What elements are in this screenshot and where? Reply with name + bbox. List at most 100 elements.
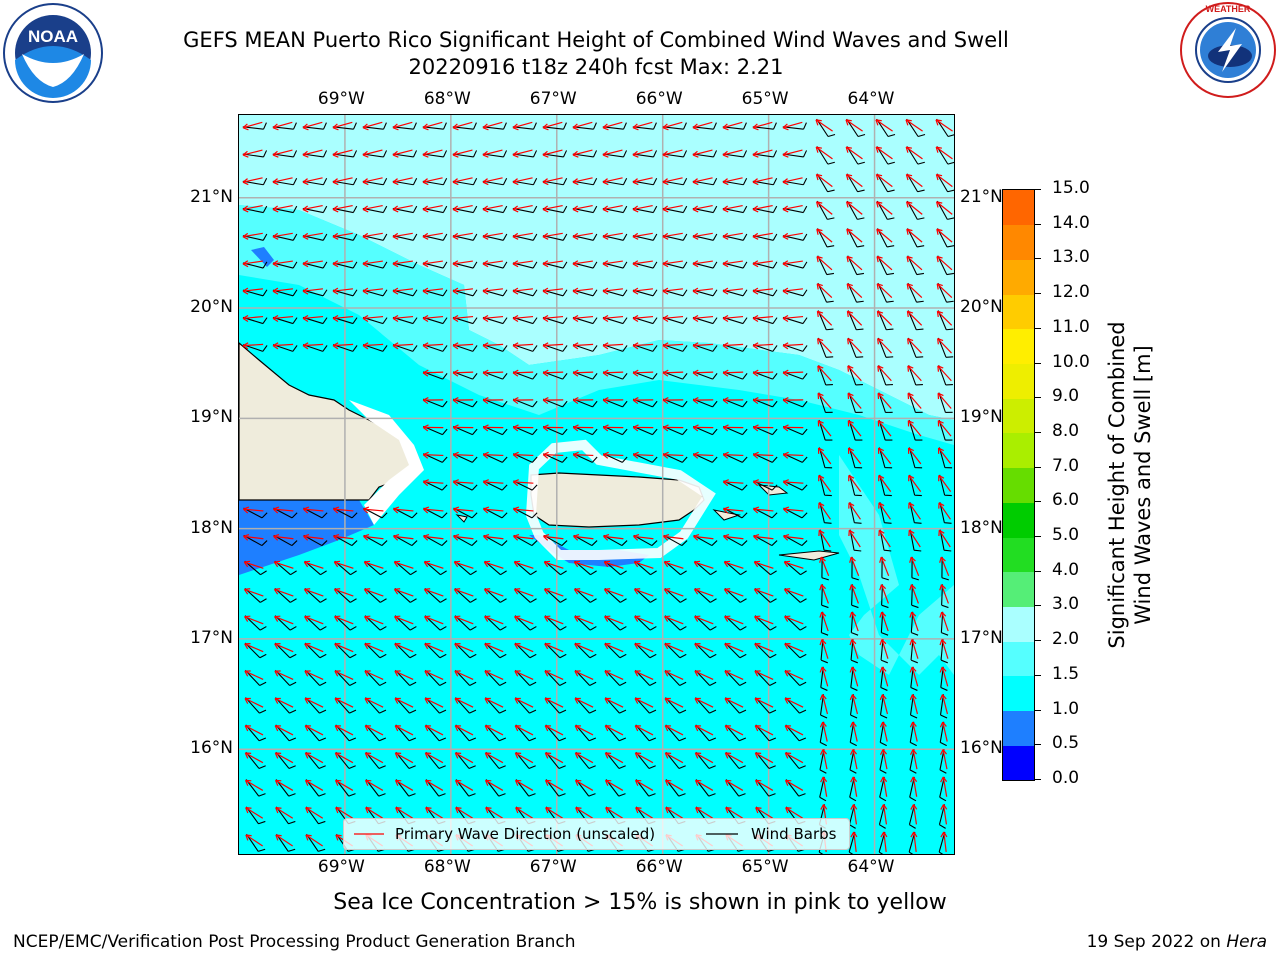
wave-arrow [722,424,748,436]
colorbar-tick [1034,258,1041,260]
colorbar-tick-label: 9.0 [1052,386,1080,407]
wave-arrow [454,642,477,659]
wave-arrow [819,666,829,691]
wave-arrow [543,560,567,576]
wave-height-field [239,115,954,854]
wave-arrow [572,260,598,269]
wave-arrow [905,173,925,193]
wave-arrow [363,587,387,603]
wave-arrow [632,121,657,131]
wave-arrow [817,392,833,414]
wave-arrow [334,669,357,686]
wave-arrow [906,255,925,276]
wave-arrow [847,419,863,441]
wave-arrow [302,314,328,325]
wave-arrow [662,369,688,380]
credit-left: NCEP/EMC/Verification Post Processing Pr… [13,932,576,952]
wave-arrow [662,204,688,214]
wave-arrow [272,149,298,158]
wave-arrow [722,314,748,325]
wave-arrow [272,260,298,269]
wave-arrow [782,232,808,241]
wave-arrow [784,615,807,631]
wave-arrow [724,615,747,631]
wave-arrow [815,200,835,220]
wave-arrow [244,697,267,714]
wave-arrow [484,724,507,742]
lat-label-right: 18°N [960,517,1003,538]
colorbar-title: Significant Height of Combined Wind Wave… [1104,321,1156,648]
wave-arrow [542,121,567,131]
wave-arrow [275,833,296,852]
wave-arrow [362,204,388,214]
wave-arrow [816,310,834,331]
wave-arrow [909,611,919,636]
wave-arrow [452,177,478,186]
wave-arrow [603,560,627,576]
wave-arrow [303,560,327,576]
colorbar-segment [1003,502,1034,538]
wave-arrow [633,533,658,547]
colorbar-segment [1003,606,1034,642]
wave-arrow [846,282,864,303]
wave-arrow [782,479,808,491]
wave-arrow [662,397,688,408]
wave-arrow [753,560,777,576]
colorbar-tick [1034,709,1041,711]
colorbar-tick [1034,744,1041,746]
wave-arrow [752,287,778,297]
wave-arrow [602,177,628,186]
wave-arrow [848,474,862,497]
colorbar-tick-label: 4.0 [1052,559,1080,580]
map-frame [238,114,955,855]
wave-arrow [815,173,835,193]
wave-arrow [482,506,508,519]
wave-arrow [754,642,777,659]
wave-arrow [544,751,566,769]
wave-arrow [694,751,716,769]
wave-arrow [482,121,507,131]
wave-arrow [663,587,687,603]
wave-arrow [574,642,597,659]
lon-label-bottom: 64°W [847,857,895,877]
chart-subtitle: 20220916 t18z 240h fcst Max: 2.21 [408,55,784,79]
wave-arrow [875,146,895,165]
wave-arrow [879,611,889,636]
wave-arrow [662,232,688,241]
wave-arrow [782,424,808,436]
wave-arrow [363,560,387,576]
wave-arrow [722,397,748,408]
wave-arrow [573,587,597,603]
wave-arrow [514,669,537,686]
wave-arrow [846,228,865,248]
wave-arrow [634,642,657,659]
wave-arrow [394,669,417,686]
wave-arrow [875,118,896,138]
lon-label-bottom: 65°W [741,857,789,877]
colorbar-title-line2: Wind Waves and Swell [m] [1131,345,1155,625]
wave-arrow [484,669,507,686]
wave-arrow [572,287,598,297]
wave-arrow [662,260,688,269]
wave-arrow [815,118,836,138]
wave-arrow [422,369,448,380]
wave-arrow [662,149,688,158]
wave-arrow [423,587,447,603]
wave-arrow [782,506,808,519]
wave-arrow [692,342,718,352]
wave-arrow [484,779,506,797]
wave-arrow [819,749,828,774]
colorbar-tick-label: 7.0 [1052,455,1080,476]
wave-arrow [849,584,859,609]
wave-arrow [722,451,748,463]
wave-arrow [753,587,777,603]
wave-arrow [392,149,418,158]
wave-arrow [243,533,268,547]
wave-arrow [394,615,417,631]
wave-arrow [452,424,478,436]
wave-arrow [784,779,806,797]
wave-arrow [819,556,830,581]
wave-arrow [752,424,778,436]
wave-arrow [907,365,923,386]
wave-arrow [542,314,568,325]
